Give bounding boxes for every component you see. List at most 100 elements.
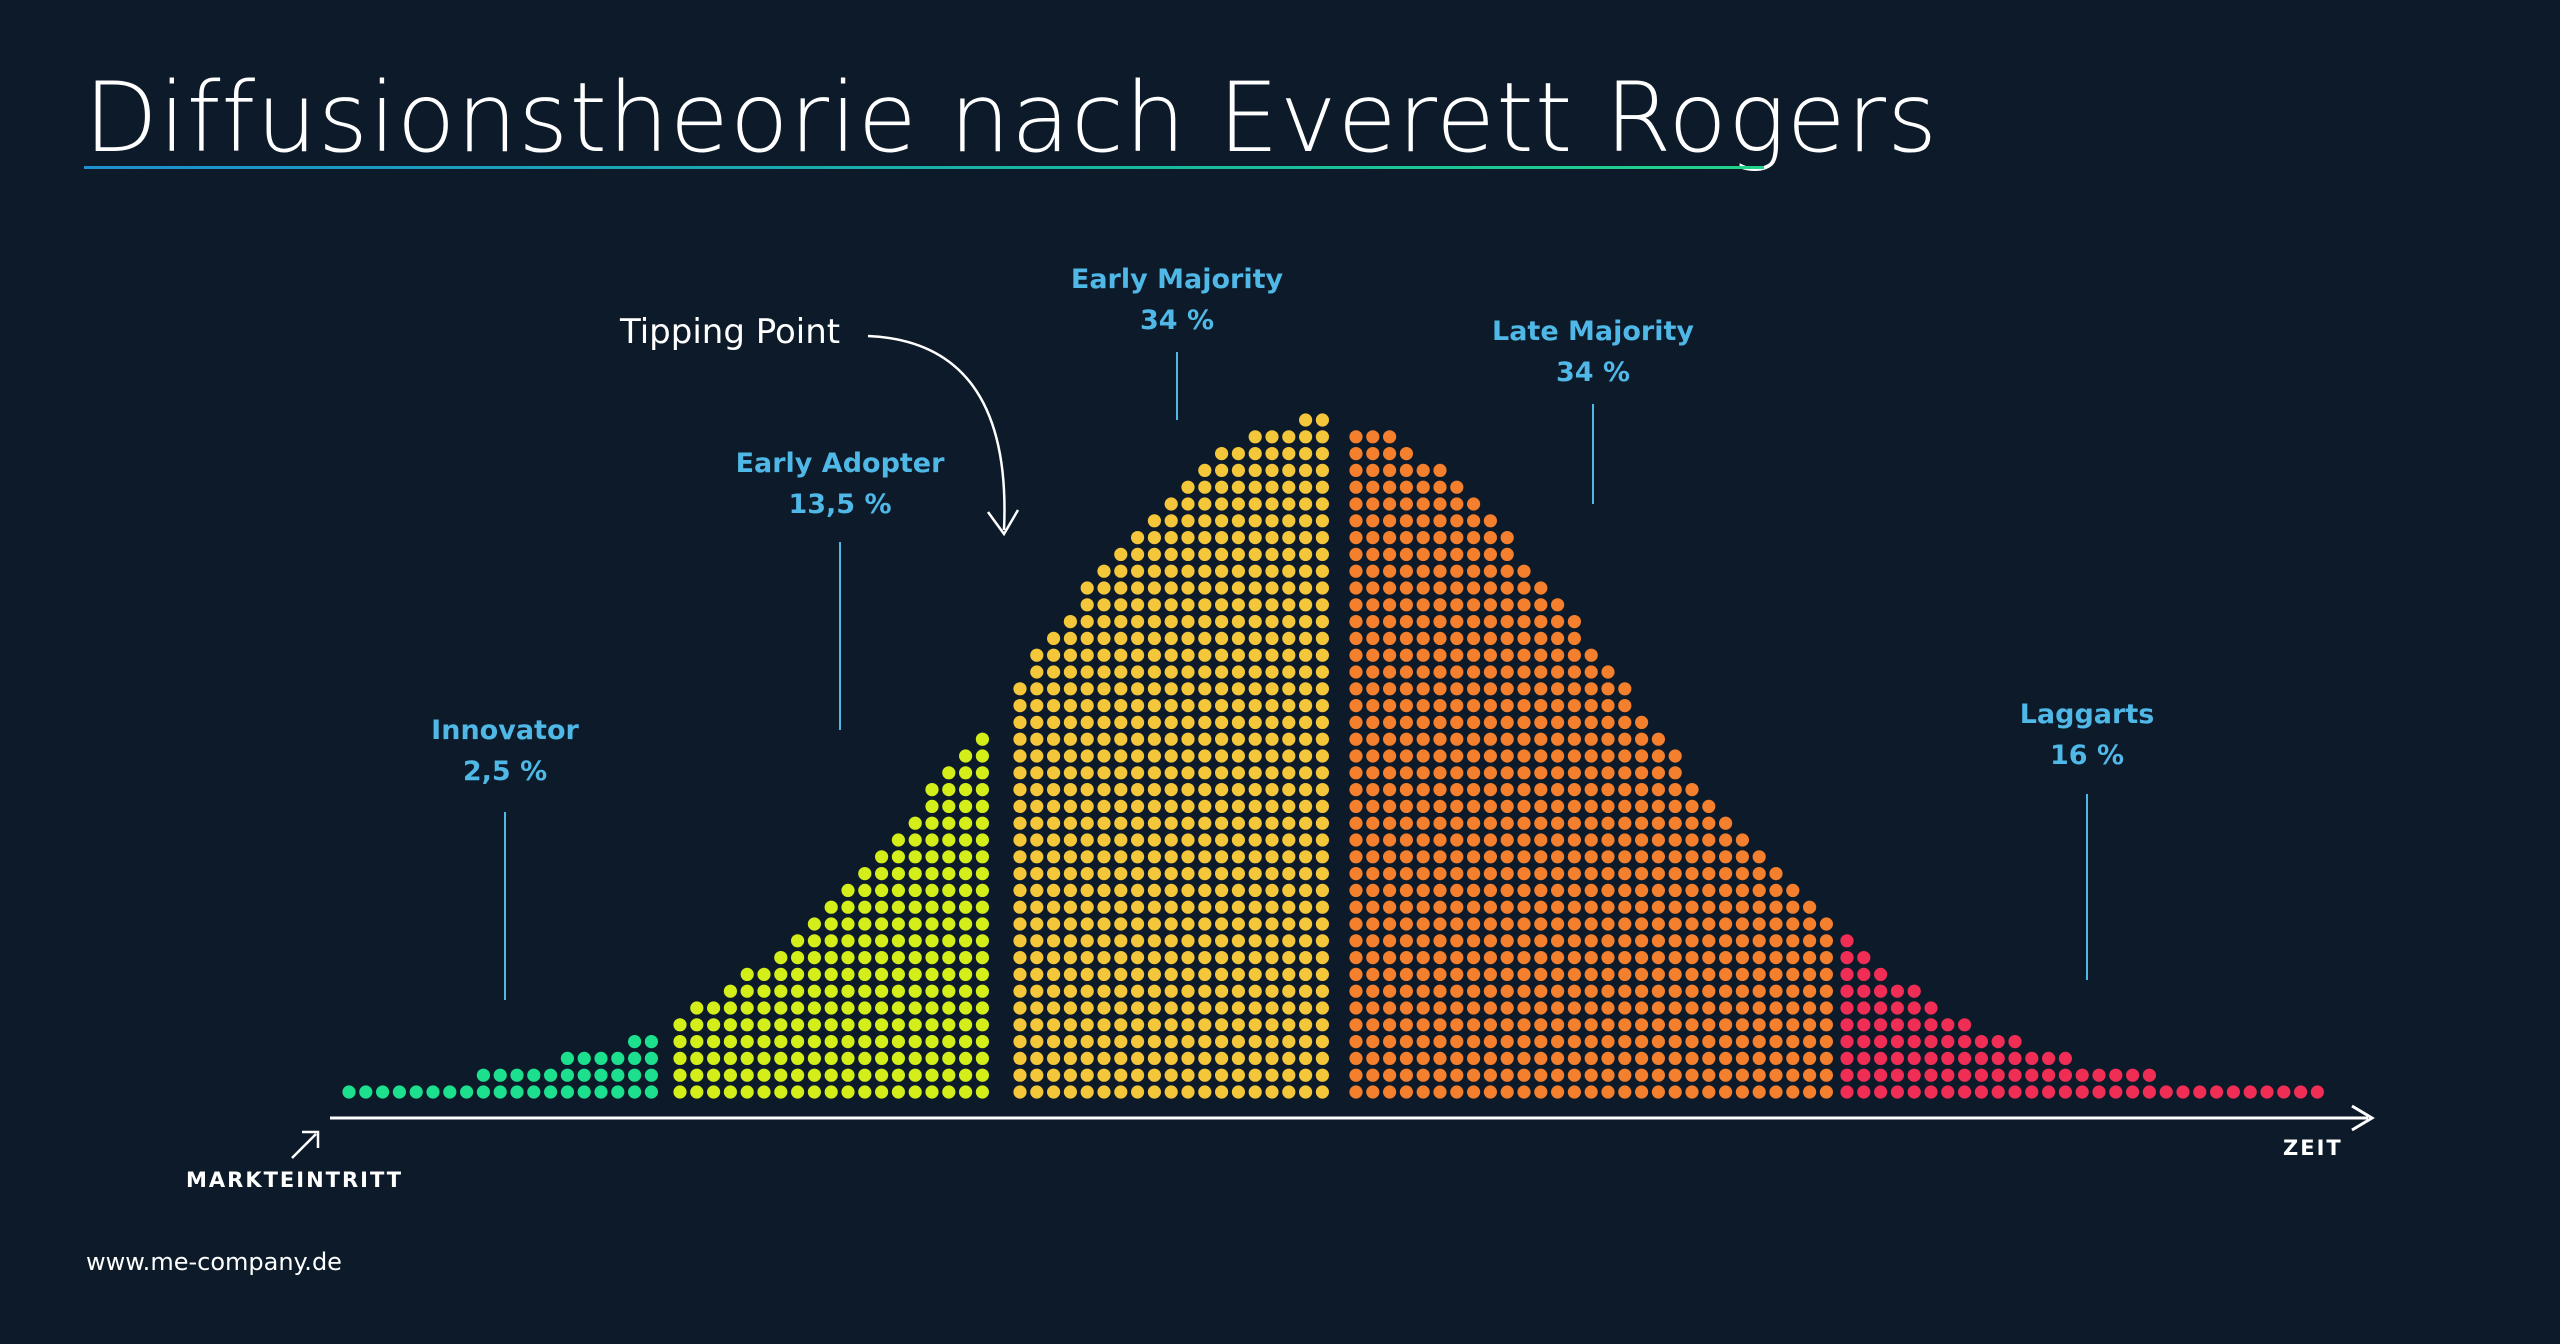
late-majority-dot <box>1651 766 1665 780</box>
late-majority-dot <box>1551 1068 1565 1082</box>
early-adopter-dot <box>942 833 956 847</box>
late-majority-dot <box>1551 648 1565 662</box>
early-majority-dot <box>1080 850 1094 864</box>
early-majority-dot <box>1131 883 1145 898</box>
late-majority-dot <box>1668 816 1682 830</box>
late-majority-dot <box>1517 850 1531 864</box>
late-majority-dot <box>1719 867 1733 881</box>
late-majority-dot <box>1366 1018 1380 1032</box>
time-axis-arrowhead <box>2351 1104 2375 1132</box>
early-majority-dot <box>1047 816 1061 830</box>
late-majority-dot <box>1416 514 1430 528</box>
early-majority-dot <box>1315 699 1329 713</box>
early-majority-dot <box>1030 715 1044 730</box>
early-majority-dot <box>1215 564 1229 578</box>
early-majority-dot <box>1097 1035 1111 1049</box>
late-majority-dot <box>1668 766 1682 780</box>
late-majority-dot <box>1416 699 1430 713</box>
early-majority-dot <box>1315 598 1329 612</box>
late-majority-dot <box>1685 967 1699 982</box>
late-majority-dot <box>1383 917 1397 931</box>
early-majority-dot <box>1315 1051 1329 1065</box>
early-majority-dot <box>1315 648 1329 662</box>
early-adopter-dot <box>690 1035 704 1049</box>
late-majority-dot <box>1399 917 1413 931</box>
late-majority-dot <box>1366 984 1380 998</box>
early-majority-dot <box>1282 547 1296 562</box>
late-majority-dot <box>1349 648 1363 662</box>
late-majority-dot <box>1416 1001 1430 1015</box>
early-majority-dot <box>1231 749 1245 763</box>
early-majority-dot <box>1265 900 1279 914</box>
early-adopter-dot <box>824 934 838 948</box>
late-majority-dot <box>1450 900 1464 914</box>
late-majority-dot <box>1601 732 1615 746</box>
late-majority-dot <box>1685 984 1699 998</box>
early-majority-dot <box>1265 715 1279 730</box>
innovator-dot <box>493 1085 507 1099</box>
early-adopter-dot <box>875 1051 889 1065</box>
late-majority-dot <box>1450 783 1464 797</box>
late-majority-dot <box>1685 833 1699 847</box>
early-majority-dot <box>1198 883 1212 898</box>
late-majority-dot <box>1517 1085 1531 1099</box>
late-majority-dot <box>1433 984 1447 998</box>
late-majority-dot <box>1517 766 1531 780</box>
late-majority-dot <box>1618 715 1632 730</box>
early-majority-dot <box>1097 917 1111 931</box>
late-majority-dot <box>1803 917 1817 931</box>
late-majority-dot <box>1786 1035 1800 1049</box>
early-majority-dot <box>1013 766 1027 780</box>
early-adopter-dot <box>975 1085 990 1099</box>
tipping-point-label: Tipping Point <box>620 312 841 352</box>
early-majority-dot <box>1215 984 1229 998</box>
late-majority-dot <box>1685 816 1699 830</box>
late-majority-dot <box>1517 581 1531 595</box>
laggarts-dot <box>1974 1085 1988 1099</box>
late-majority-dot <box>1416 900 1430 914</box>
early-majority-dot <box>1147 917 1161 931</box>
late-majority-dot <box>1450 967 1464 982</box>
early-majority-dot <box>1248 665 1262 679</box>
late-majority-dot <box>1517 648 1531 662</box>
late-majority-dot <box>1467 900 1481 914</box>
early-adopter-dot <box>891 1051 906 1065</box>
early-majority-dot <box>1181 598 1195 612</box>
early-majority-dot <box>1282 514 1296 528</box>
early-adopter-dot <box>858 867 872 881</box>
early-majority-dot <box>1047 917 1061 931</box>
late-majority-dot <box>1601 900 1615 914</box>
late-majority-dot <box>1383 564 1397 578</box>
late-majority-dot <box>1399 883 1413 898</box>
early-majority-dot <box>1215 900 1229 914</box>
early-majority-dot <box>1114 631 1128 646</box>
innovator-dot <box>409 1085 423 1099</box>
early-majority-dot <box>1063 1035 1077 1049</box>
laggarts-dot <box>2008 1085 2022 1099</box>
late-majority-dot <box>1534 665 1548 679</box>
late-majority-dot <box>1366 514 1380 528</box>
late-majority-dot <box>1450 564 1464 578</box>
early-adopter-dot <box>959 934 973 948</box>
late-majority-dot <box>1500 900 1514 914</box>
late-majority-dot <box>1433 732 1447 746</box>
early-majority-dot <box>1097 564 1111 578</box>
early-adopter-dot <box>791 1018 805 1032</box>
late-majority-dot <box>1735 1035 1749 1049</box>
laggarts-dot <box>2294 1085 2308 1099</box>
late-majority-dot <box>1584 1035 1598 1049</box>
late-majority-dot <box>1651 833 1665 847</box>
early-adopter-share: 13,5 % <box>788 489 892 520</box>
late-majority-dot <box>1651 1085 1665 1099</box>
laggarts-dot <box>1890 1001 1904 1015</box>
late-majority-dot <box>1685 951 1699 965</box>
early-adopter-dot <box>841 917 855 931</box>
late-majority-dot <box>1635 833 1649 847</box>
early-majority-dot <box>1299 984 1313 998</box>
early-adopter-dot <box>791 984 805 998</box>
late-majority-dot <box>1719 1035 1733 1049</box>
late-majority-dot <box>1534 732 1548 746</box>
time-label: ZEIT <box>2283 1136 2343 1160</box>
late-majority-dot <box>1500 867 1514 881</box>
early-adopter-dot <box>975 1035 990 1049</box>
